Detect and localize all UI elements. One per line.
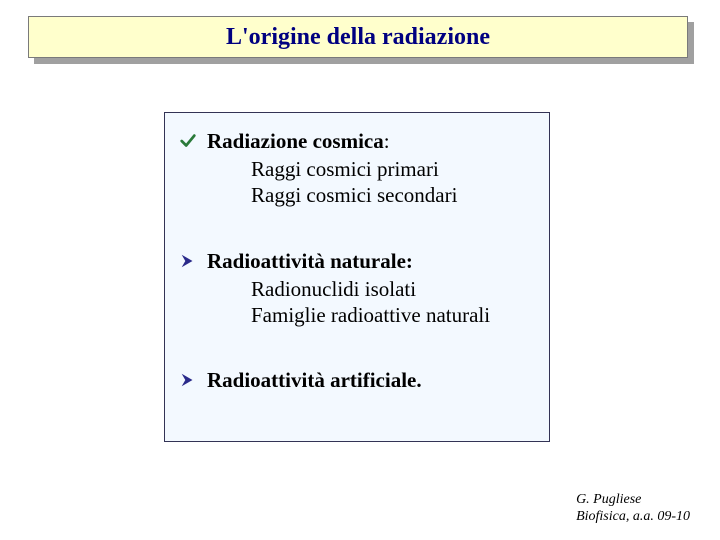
item-header: Radioattività artificiale. <box>179 368 535 393</box>
item-sub-lines: Raggi cosmici primari Raggi cosmici seco… <box>251 156 535 209</box>
sub-line: Radionuclidi isolati <box>251 276 535 302</box>
content-box: Radiazione cosmica: Raggi cosmici primar… <box>164 112 550 442</box>
list-item: Radioattività artificiale. <box>179 368 535 393</box>
sub-line: Raggi cosmici secondari <box>251 182 535 208</box>
list-item: Radioattività naturale: Radionuclidi iso… <box>179 249 535 329</box>
item-title-bold: Radioattività artificiale. <box>207 368 422 392</box>
title-bar: L'origine della radiazione <box>28 16 688 58</box>
item-title: Radiazione cosmica: <box>207 129 390 154</box>
sub-line: Raggi cosmici primari <box>251 156 535 182</box>
item-title: Radioattività artificiale. <box>207 368 422 393</box>
item-title: Radioattività naturale: <box>207 249 413 274</box>
item-sub-lines: Radionuclidi isolati Famiglie radioattiv… <box>251 276 535 329</box>
footer: G. Pugliese Biofisica, a.a. 09-10 <box>576 492 690 526</box>
page-title: L'origine della radiazione <box>226 24 490 51</box>
arrow-icon <box>179 252 197 270</box>
check-icon <box>179 132 197 150</box>
sub-line: Famiglie radioattive naturali <box>251 302 535 328</box>
footer-line2: Biofisica, a.a. 09-10 <box>576 509 690 526</box>
item-title-bold: Radioattività naturale: <box>207 249 413 273</box>
arrow-icon <box>179 371 197 389</box>
item-title-rest: : <box>384 129 390 153</box>
item-header: Radiazione cosmica: <box>179 129 535 154</box>
item-title-bold: Radiazione cosmica <box>207 129 384 153</box>
list-item: Radiazione cosmica: Raggi cosmici primar… <box>179 129 535 209</box>
footer-line1: G. Pugliese <box>576 492 690 509</box>
item-header: Radioattività naturale: <box>179 249 535 274</box>
